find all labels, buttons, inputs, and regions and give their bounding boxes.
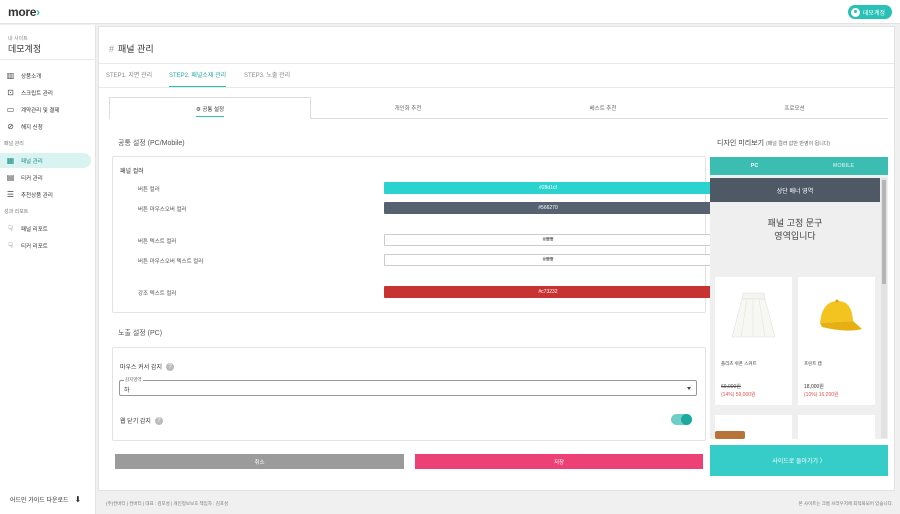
tab-best-recommend[interactable]: 베스트 추천 <box>505 97 701 119</box>
product-card[interactable] <box>715 415 792 439</box>
footer-company: (주)컨버티 | 컨버티 | 대표 : 김포성 | 개인정보보호 책임자 : 김… <box>106 501 229 506</box>
button-text-color-field[interactable]: #ffffff <box>384 234 712 246</box>
panel-color-card: 패널 컬러 버튼 컬러 #28d1cf 버튼 마우스오버 컬러 #566270 … <box>112 156 712 313</box>
preview-banner: 상단 배너 영역 <box>710 178 880 202</box>
tab-preview-mobile[interactable]: MOBILE <box>832 163 855 169</box>
button-color-field[interactable]: #28d1cf <box>384 182 712 194</box>
product-card[interactable]: 플리츠 쉬폰 스커트 69,000원 (14%) 59,000원 <box>715 277 792 405</box>
sidebar-item-product[interactable]: ▥ 상품소개 <box>6 71 42 80</box>
detect-area-select[interactable]: 감지영역 하 <box>119 377 697 396</box>
map-icon: ▥ <box>6 71 15 80</box>
user-account-button[interactable]: 데모계정 <box>847 5 892 19</box>
tab-step1[interactable]: STEP1. 지면 관리 <box>106 73 153 79</box>
site-name: 데모계정 <box>8 44 42 54</box>
sidebar: 내 사이트 데모계정 ▥ 상품소개 ⊡ 스크립트 관리 ▭ 계약관리 및 결제 … <box>0 25 96 514</box>
color-label: 버튼 컬러 <box>138 187 160 193</box>
tab-step2[interactable]: STEP2. 패널소재 관리 <box>169 70 227 88</box>
main-content: # 패널 관리 STEP1. 지면 관리 STEP2. 패널소재 관리 STEP3… <box>98 26 895 491</box>
cancel-button[interactable]: 취소 <box>115 454 404 469</box>
download-icon: ⬇ <box>74 495 82 504</box>
chart-icon: ☟ <box>8 241 13 250</box>
color-label: 버튼 텍스트 컬러 <box>138 239 177 245</box>
preview-scrollbar[interactable] <box>881 178 887 438</box>
chart-icon: ☟ <box>8 224 13 233</box>
tab-step3[interactable]: STEP3. 노출 관리 <box>244 73 291 79</box>
gear-icon: ⚙ <box>195 106 203 113</box>
code-icon: ⊡ <box>7 88 14 97</box>
select-value: 하 <box>124 388 130 394</box>
color-label: 버튼 마우스오버 컬러 <box>138 207 187 213</box>
exposure-setting-title: 노출 설정 (PC) <box>118 330 163 337</box>
help-icon[interactable]: ? <box>165 363 174 372</box>
product-price: 18,000원 <box>804 384 824 390</box>
product-image <box>715 431 745 439</box>
nav-group-panel: 패널 관리 <box>4 141 24 147</box>
color-label: 강조 텍스트 컬러 <box>138 291 177 297</box>
nav-group-report: 성과 리포트 <box>4 209 29 215</box>
panel-color-title: 패널 컬러 <box>120 169 144 175</box>
product-name: 프린트 캡 <box>804 361 822 366</box>
color-label: 버튼 마우스오버 텍스트 컬러 <box>138 259 204 265</box>
product-image <box>798 277 875 355</box>
footer-browser-note: 본 사이트는 크롬 브라우저에 최적화되어 있습니다. <box>798 501 893 506</box>
sidebar-item-ticker-report[interactable]: ☟ 티커 리포트 <box>0 238 91 253</box>
logo[interactable]: more› <box>8 5 40 19</box>
tab-common-setting[interactable]: ⚙ 공통 설정 <box>109 97 311 119</box>
button-hover-color-field[interactable]: #566270 <box>384 202 712 214</box>
preview-tabs: PC MOBILE <box>710 157 888 175</box>
ban-icon: ⊘ <box>7 122 14 131</box>
product-card[interactable]: 프린트 캡 18,000원 (10%) 16,200원 <box>798 277 875 405</box>
web-close-toggle[interactable] <box>671 414 692 425</box>
divider <box>99 63 894 64</box>
select-legend: 감지영역 <box>124 377 143 383</box>
toggle-knob <box>681 414 692 425</box>
grid-icon: ▦ <box>6 156 15 165</box>
site-caption: 내 사이트 <box>8 36 28 42</box>
web-close-label: 웹 닫기 감지? <box>120 416 163 426</box>
side-return-button[interactable]: 사이드로 돌아가기 〉 <box>710 445 888 476</box>
tab-personal-recommend[interactable]: 개인화 추천 <box>311 97 505 119</box>
product-sale-price: (14%) 59,000원 <box>721 392 756 398</box>
user-icon <box>850 7 860 17</box>
tab-preview-pc[interactable]: PC <box>750 163 759 169</box>
guide-download-link[interactable]: 어드민 가이드 다운로드 ⬇ <box>10 495 82 504</box>
sidebar-item-ticker[interactable]: ▤ 티커 관리 <box>6 173 43 182</box>
sidebar-item-contract[interactable]: ▭ 계약관리 및 결제 <box>6 105 60 114</box>
page-title: # 패널 관리 <box>109 44 154 54</box>
caret-down-icon <box>687 387 691 390</box>
list-icon: ☰ <box>6 190 15 199</box>
sidebar-item-script[interactable]: ⊡ 스크립트 관리 <box>7 88 53 97</box>
save-button[interactable]: 저장 <box>415 454 703 469</box>
exposure-card: 마우스 커서 감지? 감지영역 하 웹 닫기 감지? <box>112 347 706 441</box>
common-setting-title: 공통 설정 (PC/Mobile) <box>118 140 185 147</box>
preview-fixed-text: 패널 고정 문구 영역입니다 <box>767 218 823 241</box>
mouse-sense-label: 마우스 커서 감지? <box>120 362 174 372</box>
ticker-icon: ▤ <box>6 173 15 182</box>
sidebar-item-recommend[interactable]: ☰ 추천상품 관리 <box>6 190 53 199</box>
sidebar-item-panel[interactable]: ▦ 패널 관리 <box>0 153 91 168</box>
product-image <box>715 277 792 355</box>
card-icon: ▭ <box>6 105 15 114</box>
product-name: 플리츠 쉬폰 스커트 <box>721 361 757 366</box>
preview-title: 디자인 미리보기 (패널 컬러 값만 반영이 됩니다) <box>717 140 831 147</box>
sidebar-item-cancel[interactable]: ⊘ 해지 신청 <box>7 122 43 131</box>
divider <box>99 87 894 88</box>
top-bar: more› 데모계정 <box>0 0 900 24</box>
preview-frame: 상단 배너 영역 패널 고정 문구 영역입니다 플리츠 쉬폰 스커트 69,00… <box>710 175 888 439</box>
tab-promotion[interactable]: 프로모션 <box>701 97 888 119</box>
divider <box>0 59 96 60</box>
help-icon[interactable]: ? <box>154 417 163 426</box>
user-account-label: 데모계정 <box>862 10 885 17</box>
product-card[interactable] <box>798 415 875 439</box>
sidebar-item-panel-report[interactable]: ☟ 패널 리포트 <box>0 221 91 236</box>
product-sale-price: (10%) 16,200원 <box>804 392 839 398</box>
product-price: 69,000원 <box>721 384 741 390</box>
emphasis-text-color-field[interactable]: #c73232 <box>384 286 712 298</box>
button-hover-text-color-field[interactable]: #ffffff <box>384 254 712 266</box>
